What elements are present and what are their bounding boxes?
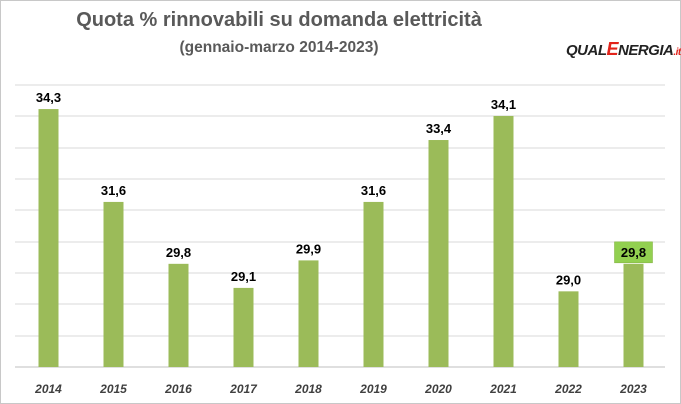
logo-text-qual: QUAL bbox=[566, 42, 607, 59]
data-label: 29,1 bbox=[231, 269, 256, 284]
x-tick-label: 2014 bbox=[34, 382, 62, 396]
data-label: 29,0 bbox=[556, 272, 581, 287]
x-tick-label: 2022 bbox=[554, 382, 582, 396]
data-label: 29,8 bbox=[166, 245, 191, 260]
qualenergia-logo: QUALENERGIA.it bbox=[566, 39, 681, 60]
data-label: 34,3 bbox=[36, 90, 61, 105]
x-tick-label: 2017 bbox=[229, 382, 258, 396]
bar bbox=[558, 291, 579, 367]
bar bbox=[363, 201, 384, 367]
x-tick-label: 2016 bbox=[164, 382, 192, 396]
x-tick-label: 2021 bbox=[489, 382, 517, 396]
bar bbox=[38, 109, 59, 367]
data-label: 29,8 bbox=[621, 245, 646, 260]
chart-title: Quota % rinnovabili su domanda elettrici… bbox=[76, 9, 482, 31]
highlight-label-box bbox=[614, 241, 653, 264]
bar bbox=[428, 140, 449, 367]
data-label: 29,9 bbox=[296, 241, 321, 256]
data-label: 33,4 bbox=[426, 121, 452, 136]
logo-text-e: E bbox=[606, 39, 619, 59]
x-tick-label: 2019 bbox=[359, 382, 387, 396]
x-tick-label: 2023 bbox=[619, 382, 647, 396]
bar bbox=[168, 263, 189, 367]
bar bbox=[103, 201, 124, 367]
x-tick-label: 2020 bbox=[424, 382, 452, 396]
data-label: 31,6 bbox=[361, 183, 386, 198]
data-label: 34,1 bbox=[491, 97, 516, 112]
logo-text-nergia: NERGIA bbox=[618, 42, 674, 59]
bar bbox=[623, 263, 644, 367]
bar bbox=[233, 287, 254, 367]
bar bbox=[493, 115, 514, 367]
logo-text-it: .it bbox=[673, 47, 681, 58]
bar bbox=[298, 260, 319, 367]
x-tick-label: 2018 bbox=[294, 382, 322, 396]
x-tick-label: 2015 bbox=[99, 382, 127, 396]
data-label: 31,6 bbox=[101, 183, 126, 198]
chart-subtitle: (gennaio-marzo 2014-2023) bbox=[179, 39, 379, 56]
